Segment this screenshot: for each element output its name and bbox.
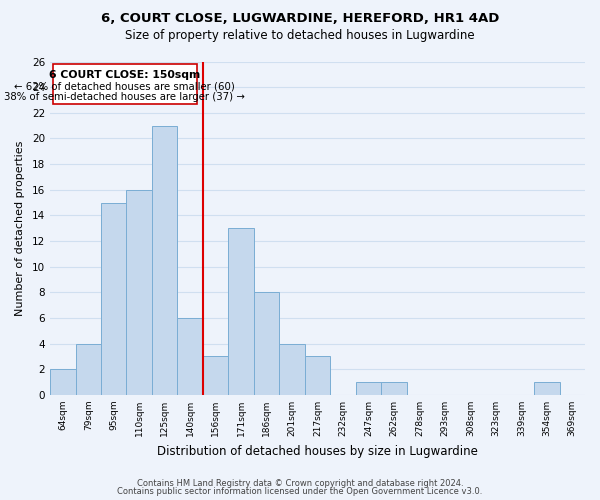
Text: Contains HM Land Registry data © Crown copyright and database right 2024.: Contains HM Land Registry data © Crown c…	[137, 478, 463, 488]
Bar	[203, 356, 229, 395]
Text: 6, COURT CLOSE, LUGWARDINE, HEREFORD, HR1 4AD: 6, COURT CLOSE, LUGWARDINE, HEREFORD, HR…	[101, 12, 499, 26]
Y-axis label: Number of detached properties: Number of detached properties	[15, 140, 25, 316]
FancyBboxPatch shape	[53, 64, 197, 104]
Bar	[178, 318, 203, 395]
Bar	[229, 228, 254, 395]
Text: 6 COURT CLOSE: 150sqm: 6 COURT CLOSE: 150sqm	[49, 70, 200, 81]
Bar	[280, 344, 305, 395]
Bar	[305, 356, 330, 395]
X-axis label: Distribution of detached houses by size in Lugwardine: Distribution of detached houses by size …	[157, 444, 478, 458]
Text: Size of property relative to detached houses in Lugwardine: Size of property relative to detached ho…	[125, 29, 475, 42]
Bar	[50, 370, 76, 395]
Bar	[534, 382, 560, 395]
Text: 38% of semi-detached houses are larger (37) →: 38% of semi-detached houses are larger (…	[4, 92, 245, 102]
Text: Contains public sector information licensed under the Open Government Licence v3: Contains public sector information licen…	[118, 487, 482, 496]
Bar	[127, 190, 152, 395]
Bar	[254, 292, 280, 395]
Bar	[76, 344, 101, 395]
Bar	[101, 202, 127, 395]
Bar	[152, 126, 178, 395]
Bar	[356, 382, 381, 395]
Bar	[381, 382, 407, 395]
Text: ← 62% of detached houses are smaller (60): ← 62% of detached houses are smaller (60…	[14, 82, 235, 92]
